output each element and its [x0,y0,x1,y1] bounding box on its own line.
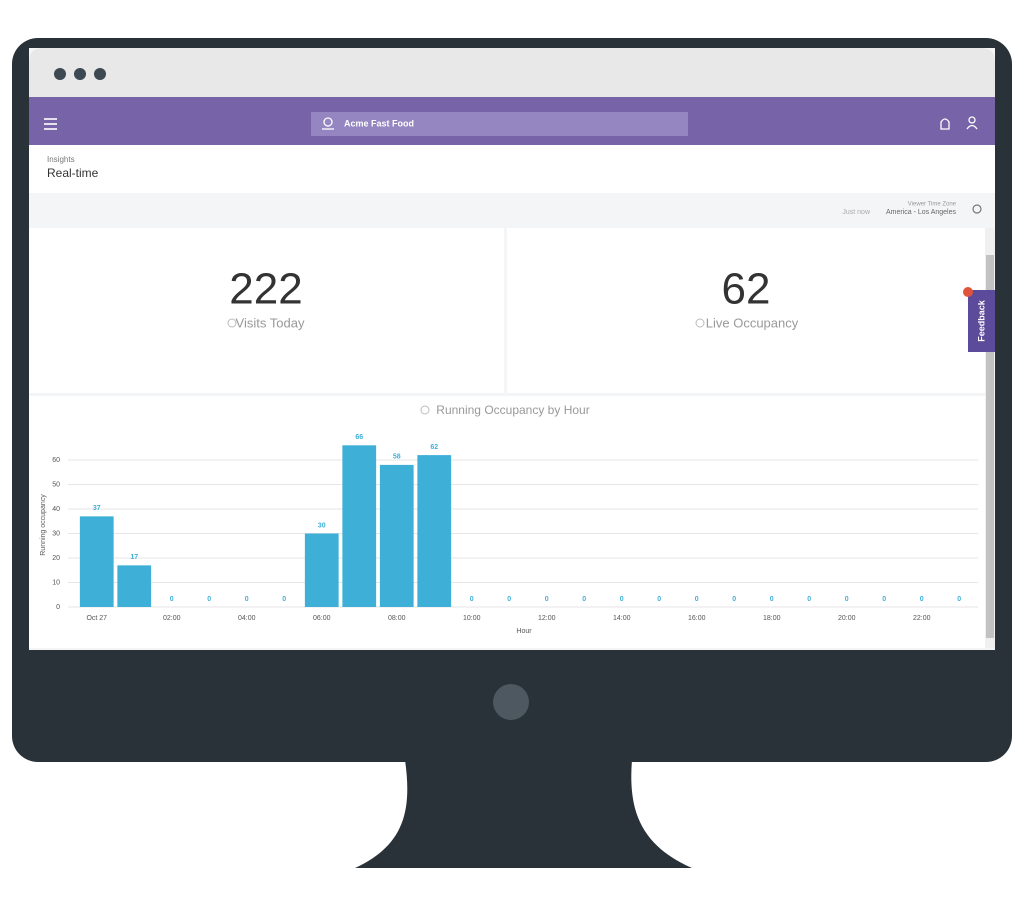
chart-title: Running Occupancy by Hour [436,403,589,417]
kpi-card [29,228,504,393]
data-label: 0 [170,596,174,603]
data-label: 0 [882,596,886,603]
data-label: 0 [620,596,624,603]
data-label: 0 [582,596,586,603]
x-tick-label: 08:00 [388,615,406,622]
kpi-value: 62 [722,265,771,314]
data-label: 0 [845,596,849,603]
x-tick-label: 22:00 [913,615,931,622]
timezone-label[interactable]: Viewer Time Zone [908,202,957,208]
y-tick-label: 20 [52,555,60,562]
data-label: 58 [393,454,401,461]
data-label: 0 [282,596,286,603]
y-tick-label: 40 [52,506,60,513]
window-dot [94,68,106,80]
x-tick-label: 12:00 [538,615,556,622]
location-icon [323,117,333,127]
data-label: 30 [318,522,326,529]
y-axis-title: Running occupancy [40,494,47,556]
feedback-label[interactable]: Feedback [976,299,986,342]
x-tick-label: 18:00 [763,615,781,622]
feedback-badge [963,287,973,297]
bar [79,516,114,607]
scrollbar-thumb[interactable] [986,255,994,638]
data-label: 0 [245,596,249,603]
chart-card [29,396,985,648]
data-label: 0 [920,596,924,603]
user-icon[interactable] [968,116,976,124]
feedback-tab[interactable] [968,290,995,352]
last-updated: Just now [842,209,871,216]
data-label: 0 [807,596,811,603]
data-label: 0 [657,596,661,603]
x-tick-label: 10:00 [463,615,481,622]
bar [379,464,414,607]
kpi-label: Live Occupancy [706,315,799,330]
y-tick-label: 50 [52,481,60,488]
location-name: Acme Fast Food [344,118,414,128]
x-tick-label: 14:00 [613,615,631,622]
browser-bar [29,48,995,97]
monitor-button [493,684,529,720]
x-tick-label: Oct 27 [86,615,107,622]
window-dot [54,68,66,80]
bar [342,445,377,607]
data-label: 66 [355,434,363,441]
y-tick-label: 60 [52,457,60,464]
plot: 0 10 20 30 40 50 60 Oct 27 37 17 02:00 0 0 04:00 0 0 06:… [52,434,978,622]
data-label: 0 [695,596,699,603]
menu-icon[interactable] [44,118,57,130]
data-label: 0 [545,596,549,603]
data-label: 62 [430,444,438,451]
x-tick-label: 16:00 [688,615,706,622]
bar [117,565,152,607]
kpi-label: Visits Today [236,315,305,330]
breadcrumb: Insights [47,155,75,164]
timezone[interactable]: America - Los Angeles [886,209,957,216]
data-label: 17 [130,554,138,561]
kpi-value: 222 [229,265,302,314]
y-tick-label: 30 [52,530,60,537]
x-tick-label: 02:00 [163,615,181,622]
x-tick-label: 04:00 [238,615,256,622]
data-label: 0 [507,596,511,603]
data-label: 0 [957,596,961,603]
data-label: 0 [470,596,474,603]
x-tick-label: 20:00 [838,615,856,622]
page-title: Real-time [47,166,99,180]
info-icon[interactable] [227,318,237,328]
window-dot [74,68,86,80]
monitor-stand [355,760,692,868]
x-axis-title: Hour [516,628,532,635]
settings-icon[interactable] [972,204,982,214]
kpi-card [507,228,985,393]
page-header [29,145,995,193]
data-label: 0 [732,596,736,603]
y-tick-label: 0 [56,604,60,611]
info-icon[interactable] [695,318,705,328]
notification-icon[interactable] [940,118,950,130]
y-tick-label: 10 [52,579,60,586]
data-label: 0 [770,596,774,603]
info-icon[interactable] [420,405,430,415]
user-icon[interactable] [966,124,978,130]
location-search[interactable] [311,112,688,136]
bar [417,455,452,607]
data-label: 0 [207,596,211,603]
bar [304,533,339,607]
x-tick-label: 06:00 [313,615,331,622]
data-label: 37 [93,505,101,512]
